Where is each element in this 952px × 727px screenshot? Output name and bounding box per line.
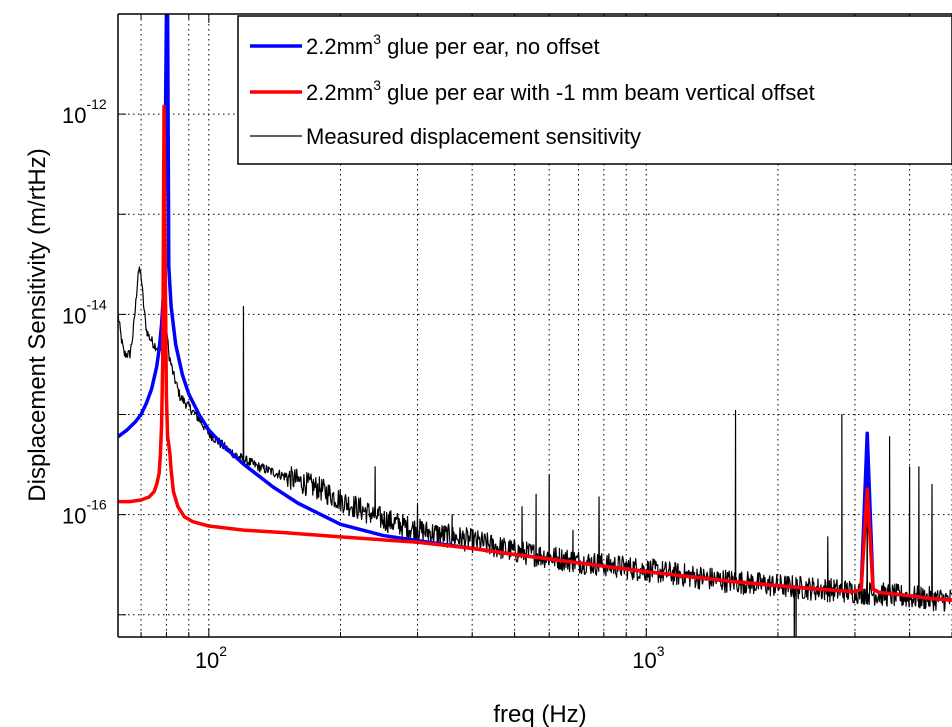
y-tick-label: 10-14: [62, 296, 107, 328]
legend-label-1: 2.2mm3 glue per ear with -1 mm beam vert…: [306, 77, 815, 105]
legend-label-0: 2.2mm3 glue per ear, no offset: [306, 31, 600, 59]
axes-frame: [117, 13, 952, 638]
series-line-2: [118, 266, 952, 637]
tick-labels: 102 103 10-12 10-14 10-16: [62, 96, 665, 673]
legend: 2.2mm3 glue per ear, no offset 2.2mm3 glu…: [237, 15, 952, 165]
series-line-1: [118, 104, 952, 602]
y-tick-label: 10-16: [62, 497, 107, 529]
x-tick-label: 102: [195, 643, 227, 673]
x-axis-label: freq (Hz): [493, 701, 586, 727]
x-tick-label: 103: [632, 643, 664, 673]
y-tick-label: 10-12: [62, 96, 107, 128]
series-layer: [118, 14, 952, 637]
tick-marks: [118, 13, 952, 637]
y-axis-label: Displacement Sensitivity (m/rtHz): [24, 148, 51, 501]
legend-label-2: Measured displacement sensitivity: [306, 124, 641, 149]
legend-box: [237, 15, 952, 165]
